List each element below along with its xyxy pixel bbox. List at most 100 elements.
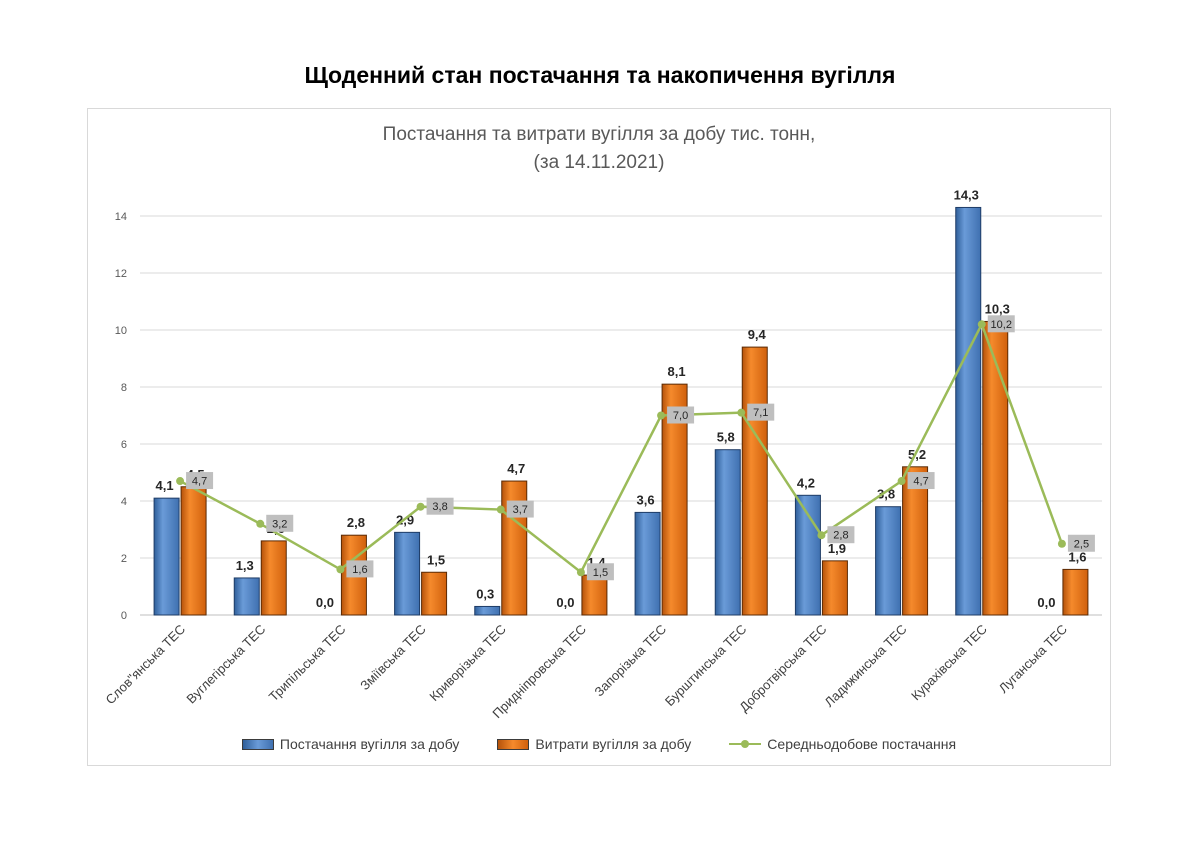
average-line <box>179 321 1064 575</box>
data-label-consumption: 9,4 <box>748 327 767 342</box>
chart-subtitle: (за 14.11.2021) <box>533 152 665 173</box>
average-point <box>737 408 746 417</box>
average-label-box <box>186 472 214 490</box>
x-tick-label: Курахівська ТЕС <box>908 622 990 704</box>
average-label-box <box>827 526 855 544</box>
data-label-average: 7,1 <box>753 407 768 419</box>
data-label-average: 4,7 <box>192 476 207 488</box>
legend-item-average: Середньодобове постачання <box>729 736 956 752</box>
legend-swatch-average <box>729 738 762 750</box>
data-label-average: 1,6 <box>352 564 367 576</box>
bar-consumption <box>421 571 448 616</box>
average-label-box <box>747 403 775 421</box>
y-tick-label: 6 <box>121 439 127 451</box>
average-label-box <box>506 500 534 518</box>
bar-supply <box>955 206 982 616</box>
x-tick-label: Трипільська ТЕС <box>266 622 349 705</box>
data-label-consumption: 2,8 <box>347 515 365 530</box>
chart-legend: Постачання вугілля за добу Витрати вугіл… <box>87 736 1111 752</box>
average-label-box <box>667 406 695 424</box>
y-tick-label: 14 <box>115 211 127 223</box>
average-point <box>336 565 345 574</box>
x-tick-label: Бурштинська ТЕС <box>662 622 750 710</box>
bar-supply <box>714 449 741 616</box>
bar-supply <box>474 605 501 616</box>
bar-supply <box>153 497 180 616</box>
x-tick-label: Добротвірська ТЕС <box>736 622 829 715</box>
legend-swatch-consumption <box>497 738 530 750</box>
y-tick-label: 0 <box>121 610 127 622</box>
x-tick-label: Зміївська ТЕС <box>357 622 429 694</box>
data-label-supply: 4,2 <box>797 475 815 490</box>
data-label-supply: 3,8 <box>877 487 895 502</box>
average-label-box <box>987 315 1015 333</box>
average-label-box <box>346 560 374 578</box>
legend-label-consumption: Витрати вугілля за добу <box>535 736 692 752</box>
x-tick-label: Ладижинська ТЕС <box>821 622 909 710</box>
data-label-supply: 0,0 <box>556 595 574 610</box>
data-label-consumption: 8,1 <box>668 364 686 379</box>
y-tick-label: 12 <box>115 268 127 280</box>
data-label-supply: 0,3 <box>476 586 494 601</box>
bar-consumption <box>260 540 287 616</box>
data-label-supply: 5,8 <box>717 430 735 445</box>
bar-consumption <box>1062 568 1089 616</box>
data-label-supply: 14,3 <box>954 187 979 202</box>
data-label-average: 3,8 <box>432 501 447 513</box>
x-tick-label: Криворізька ТЕС <box>426 622 509 705</box>
bar-consumption <box>581 574 608 616</box>
data-label-average: 3,2 <box>272 518 287 530</box>
average-label-box <box>426 497 454 515</box>
x-tick-label: Вуглегірська ТЕС <box>183 622 268 707</box>
page-title: Щоденний стан постачання та накопичення … <box>304 62 896 88</box>
data-label-consumption: 10,3 <box>985 301 1010 316</box>
average-label-box <box>907 472 935 490</box>
average-point <box>496 505 505 514</box>
legend-item-consumption: Витрати вугілля за добу <box>497 736 691 752</box>
average-point <box>576 568 585 577</box>
average-label-box <box>586 563 614 581</box>
chart-title: Постачання та витрати вугілля за добу ти… <box>382 124 816 145</box>
data-label-consumption: 1,5 <box>427 552 445 567</box>
data-label-consumption: 4,7 <box>507 461 525 476</box>
data-label-supply: 3,6 <box>637 492 655 507</box>
bar-consumption <box>982 320 1009 616</box>
average-label-box <box>1067 534 1095 552</box>
x-tick-label: Слов"янська ТЕС <box>103 622 189 708</box>
average-point <box>817 531 826 540</box>
data-label-consumption: 1,6 <box>1068 549 1086 564</box>
data-label-average: 10,2 <box>991 319 1012 331</box>
bar-supply <box>233 577 260 616</box>
bar-consumption <box>821 560 848 616</box>
data-label-average: 1,5 <box>593 567 608 579</box>
average-point <box>1057 539 1066 548</box>
x-tick-label: Запорізька ТЕС <box>591 622 669 700</box>
legend-label-supply: Постачання вугілля за добу <box>279 736 460 752</box>
data-label-average: 2,5 <box>1074 538 1089 550</box>
average-point <box>416 502 425 511</box>
bar-consumption <box>180 486 207 616</box>
data-label-average: 4,7 <box>913 476 928 488</box>
data-label-supply: 0,0 <box>1037 595 1055 610</box>
data-label-average: 2,8 <box>833 530 848 542</box>
data-label-supply: 1,3 <box>236 558 254 573</box>
average-point <box>897 477 906 486</box>
bar-supply <box>394 531 421 616</box>
average-point <box>176 477 185 486</box>
data-label-consumption: 1,9 <box>828 541 846 556</box>
data-label-average: 3,7 <box>513 504 528 516</box>
data-label-average: 7,0 <box>673 410 688 422</box>
legend-item-supply: Постачання вугілля за добу <box>241 736 460 752</box>
chart-frame <box>87 108 1111 766</box>
legend-swatch-supply <box>241 738 274 750</box>
data-label-supply: 4,1 <box>156 478 174 493</box>
average-point <box>657 411 666 420</box>
bar-consumption <box>741 346 768 616</box>
average-point <box>977 320 986 329</box>
bar-supply <box>634 511 661 616</box>
bar-supply <box>875 506 902 616</box>
y-tick-label: 2 <box>121 553 127 565</box>
y-tick-label: 4 <box>121 496 127 508</box>
bar-consumption <box>902 466 929 616</box>
